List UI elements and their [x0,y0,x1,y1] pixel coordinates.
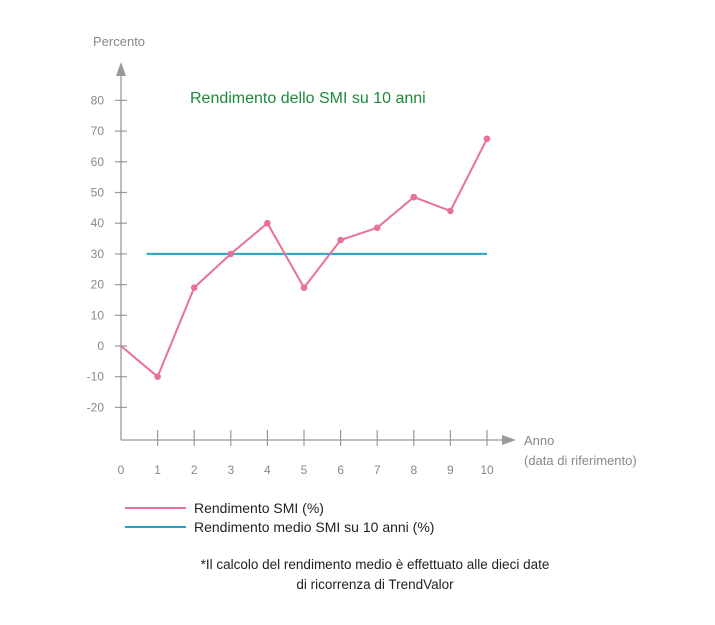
x-axis-subtitle: (data di riferimento) [524,453,637,468]
legend-label: Rendimento SMI (%) [194,500,324,516]
data-point [190,284,198,291]
y-tick-label: -20 [87,400,105,414]
footnote-line-2: di ricorrenza di TrendValor [296,577,454,592]
series-line-smi [120,138,488,378]
x-tick-label: 7 [374,463,381,477]
data-point [337,236,344,244]
chart-title: Rendimento dello SMI su 10 anni [190,90,426,107]
series-layer [120,135,491,381]
x-tick-label: 9 [447,463,454,477]
data-point [410,193,418,201]
y-tick-label: 0 [97,339,104,353]
y-tick-label: 20 [91,278,105,292]
y-axis-title: Percento [93,34,145,49]
data-point [264,219,271,227]
data-point [483,135,491,143]
y-tick-label: 50 [91,186,105,200]
x-tick-label: 5 [301,463,308,477]
x-tick-label: 2 [191,463,198,477]
y-tick-label: -10 [87,370,105,384]
x-tick-label: 3 [227,463,234,477]
y-tick-label: 40 [91,216,105,230]
footnote: *Il calcolo del rendimento medio è effet… [0,555,715,595]
x-tick-label: 6 [337,463,344,477]
x-axis-arrow [502,435,516,445]
x-tick-label: 10 [480,463,494,477]
x-axis-title: Anno [524,433,554,448]
y-tick-label: 80 [91,93,105,107]
data-point [373,224,381,232]
x-tick-label: 4 [264,463,271,477]
x-tick-label: 8 [410,463,417,477]
y-tick-label: 70 [91,124,105,138]
data-point [227,250,235,258]
x-tick-label: 1 [154,463,161,477]
y-axis-arrow [116,62,126,76]
y-tick-label: 60 [91,155,105,169]
x-tick-label: 0 [118,463,125,477]
axes [116,62,516,445]
legend: Rendimento SMI (%) Rendimento medio SMI s… [125,500,434,535]
y-tick-label: 30 [91,247,105,261]
y-ticks: 80 70 60 50 40 30 20 10 0 -10 -20 [87,93,127,414]
x-ticks: 0 1 2 3 4 5 6 7 8 9 10 [118,430,494,477]
footnote-line-1: *Il calcolo del rendimento medio è effet… [200,557,550,572]
y-tick-label: 10 [91,308,105,322]
data-point [300,284,308,291]
data-point [447,207,454,215]
data-point [154,373,161,381]
legend-label: Rendimento medio SMI su 10 anni (%) [194,519,434,535]
